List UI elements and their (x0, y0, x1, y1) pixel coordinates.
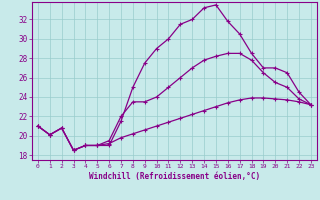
X-axis label: Windchill (Refroidissement éolien,°C): Windchill (Refroidissement éolien,°C) (89, 172, 260, 181)
